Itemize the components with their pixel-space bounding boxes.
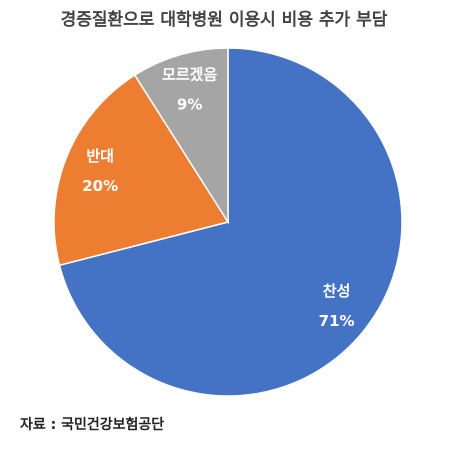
slice-label: 찬성 [323, 282, 351, 300]
value-label: 71% [319, 312, 355, 330]
chart-title: 경증질환으로 대학병원 이용시 비용 추가 부담 [61, 9, 388, 30]
value-label: 20% [82, 177, 118, 195]
slice-label: 반대 [86, 147, 114, 165]
pie: 찬성 71% 반대 20% 모르겠음 9% [53, 47, 403, 397]
pie-slice [53, 74, 230, 267]
slice-label: 모르겠음 [162, 65, 217, 83]
value-label: 9% [177, 95, 202, 113]
pie-slice [133, 47, 229, 225]
pie-slice [58, 47, 403, 397]
source: 자료 : 국민건강보험공단 [20, 416, 164, 433]
